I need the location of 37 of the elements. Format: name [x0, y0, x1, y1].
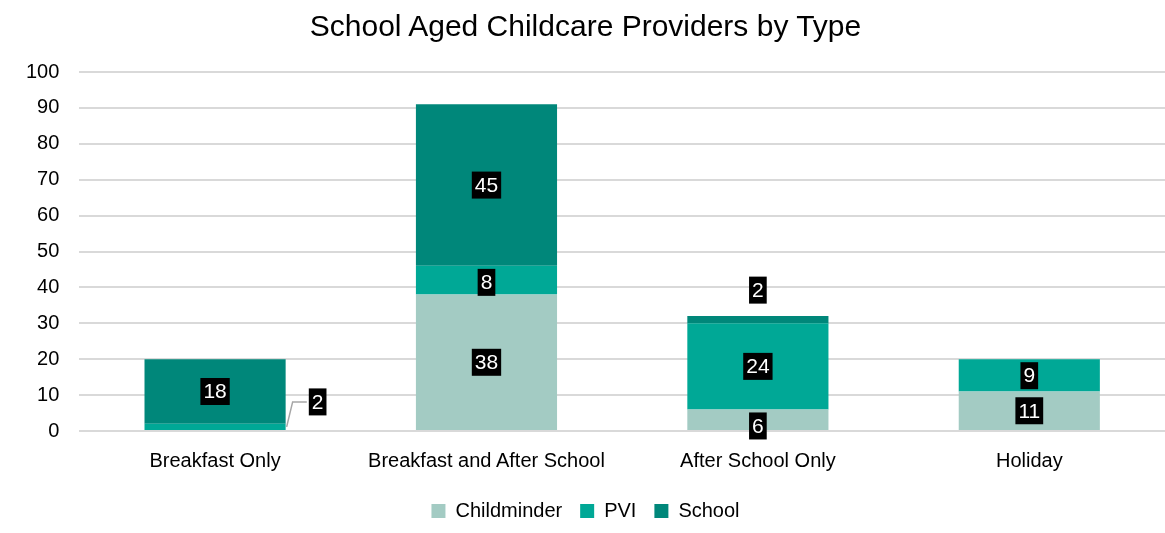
y-tick-label: 20 [37, 346, 60, 369]
legend-label: Childminder [455, 498, 563, 521]
data-label: 24 [746, 354, 770, 378]
data-label: 6 [752, 413, 764, 437]
bar [415, 104, 558, 266]
bar [415, 265, 558, 295]
data-label: 11 [1018, 398, 1041, 422]
bar [144, 359, 286, 424]
data-label: 38 [474, 350, 499, 374]
y-tick-label: 80 [37, 131, 60, 154]
data-label: 45 [474, 172, 499, 196]
y-tick-label: 40 [37, 274, 60, 297]
data-label: 8 [480, 270, 493, 294]
x-tick-label: Breakfast Only [149, 448, 281, 471]
y-tick-label: 100 [25, 59, 60, 82]
x-tick-label: Breakfast and After School [368, 448, 605, 471]
chart-title: School Aged Childcare Providers by Type [309, 9, 862, 43]
legend-label: School [678, 498, 740, 521]
y-tick-label: 0 [48, 418, 60, 441]
bar [958, 359, 1100, 392]
y-tick-label: 50 [37, 239, 60, 262]
data-label: 9 [1023, 363, 1036, 387]
y-tick-label: 60 [37, 203, 60, 226]
y-tick-label: 90 [37, 95, 60, 118]
data-label: 2 [752, 277, 764, 301]
x-tick-label: Holiday [995, 448, 1063, 471]
data-label: 18 [203, 379, 227, 403]
data-label: 2 [311, 389, 324, 413]
bar [144, 423, 286, 430]
bar [415, 294, 558, 430]
x-tick-label: After School Only [680, 448, 836, 471]
y-tick-label: 30 [37, 310, 60, 333]
bar [687, 323, 829, 410]
bar [687, 316, 829, 324]
legend-label: PVI [604, 498, 637, 521]
y-tick-label: 70 [37, 167, 60, 190]
y-tick-label: 10 [37, 382, 60, 405]
